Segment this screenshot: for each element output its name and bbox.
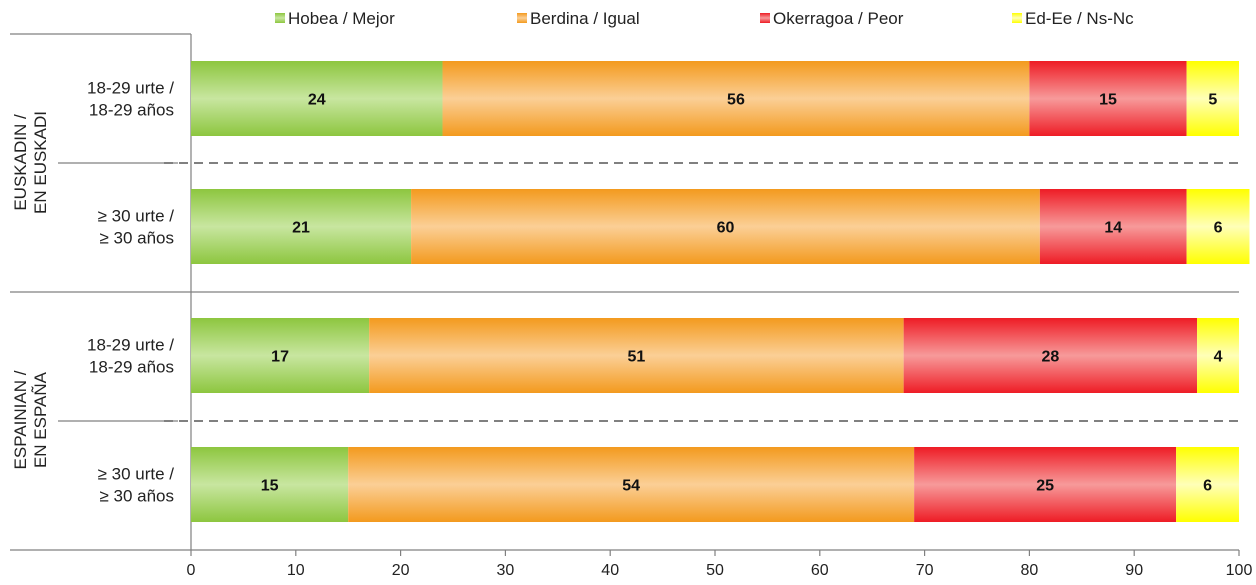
x-tick-label: 40 bbox=[601, 562, 619, 579]
bar-value-label: 51 bbox=[628, 349, 646, 366]
bar-segment bbox=[1186, 189, 1250, 264]
bar-value-label: 60 bbox=[717, 220, 735, 237]
bar-value-label: 15 bbox=[261, 478, 279, 495]
bar-segment bbox=[442, 61, 1030, 136]
bar-value-label: 6 bbox=[1214, 220, 1223, 237]
bar-segment bbox=[191, 61, 443, 136]
x-tick-label: 100 bbox=[1226, 562, 1253, 579]
x-tick-label: 10 bbox=[287, 562, 305, 579]
bar-value-label: 56 bbox=[727, 92, 745, 109]
bar-value-label: 5 bbox=[1208, 92, 1217, 109]
bar-segment bbox=[191, 447, 349, 522]
group-label: EUSKADIN / bbox=[11, 114, 30, 211]
bar-value-label: 15 bbox=[1099, 92, 1117, 109]
bar-value-label: 25 bbox=[1036, 478, 1054, 495]
x-tick-label: 30 bbox=[497, 562, 515, 579]
bar-segment bbox=[369, 318, 904, 393]
x-tick-label: 90 bbox=[1125, 562, 1143, 579]
x-tick-label: 80 bbox=[1021, 562, 1039, 579]
legend-swatch bbox=[275, 13, 285, 23]
legend-swatch bbox=[1012, 13, 1022, 23]
category-label: ≥ 30 años bbox=[99, 487, 174, 506]
group-label: EN ESPAÑA bbox=[31, 371, 50, 468]
legend-swatch bbox=[760, 13, 770, 23]
bar-value-label: 6 bbox=[1203, 478, 1212, 495]
bar-segment bbox=[914, 447, 1177, 522]
x-tick-label: 70 bbox=[916, 562, 934, 579]
category-label: ≥ 30 urte / bbox=[98, 465, 175, 484]
bar-segment bbox=[1186, 61, 1239, 136]
bar-segment bbox=[411, 189, 1040, 264]
bar-segment bbox=[191, 189, 412, 264]
bar-segment bbox=[191, 318, 370, 393]
legend-label: Ed-Ee / Ns-Nc bbox=[1025, 9, 1134, 28]
bar-value-label: 54 bbox=[622, 478, 640, 495]
bar-value-label: 24 bbox=[308, 92, 326, 109]
bar-value-label: 4 bbox=[1214, 349, 1223, 366]
category-label: ≥ 30 años bbox=[99, 229, 174, 248]
legend-label: Hobea / Mejor bbox=[288, 9, 395, 28]
x-tick-label: 20 bbox=[392, 562, 410, 579]
bar-segment bbox=[1197, 318, 1239, 393]
bar-segment bbox=[903, 318, 1198, 393]
bar-value-label: 17 bbox=[271, 349, 289, 366]
bar-segment bbox=[1176, 447, 1239, 522]
bar-segment bbox=[1029, 61, 1187, 136]
bar-value-label: 21 bbox=[292, 220, 310, 237]
group-label: EN EUSKADI bbox=[31, 111, 50, 214]
group-label: ESPAINIAN / bbox=[11, 370, 30, 469]
legend-label: Okerragoa / Peor bbox=[773, 9, 904, 28]
category-label: 18-29 urte / bbox=[87, 79, 174, 98]
category-label: 18-29 urte / bbox=[87, 336, 174, 355]
bar-value-label: 28 bbox=[1041, 349, 1059, 366]
legend-swatch bbox=[517, 13, 527, 23]
legend-label: Berdina / Igual bbox=[530, 9, 640, 28]
category-label: 18-29 años bbox=[89, 358, 174, 377]
x-tick-label: 60 bbox=[811, 562, 829, 579]
category-label: ≥ 30 urte / bbox=[98, 207, 175, 226]
bar-segment bbox=[348, 447, 915, 522]
x-tick-label: 0 bbox=[187, 562, 196, 579]
category-label: 18-29 años bbox=[89, 101, 174, 120]
bar-segment bbox=[1039, 189, 1187, 264]
x-tick-label: 50 bbox=[706, 562, 724, 579]
bar-value-label: 14 bbox=[1104, 220, 1122, 237]
